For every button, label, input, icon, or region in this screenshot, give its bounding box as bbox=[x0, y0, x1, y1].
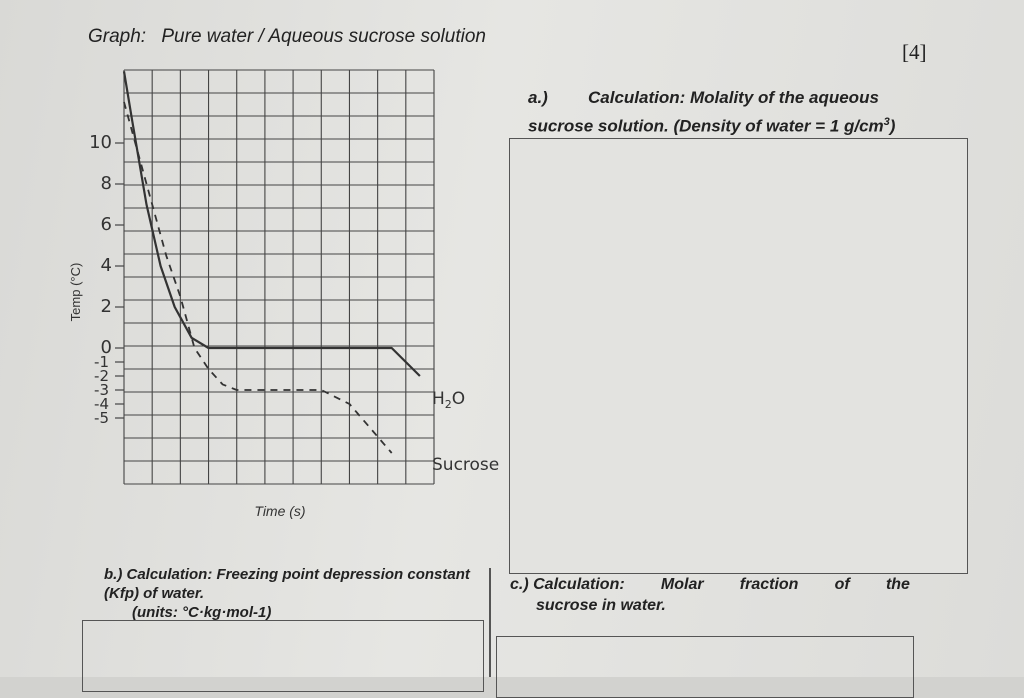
question-a-line2: sucrose solution. (Density of water = 1 … bbox=[528, 116, 884, 136]
question-c-word: Molar bbox=[660, 576, 704, 593]
series-label-sucrose: Sucrose bbox=[432, 455, 499, 475]
graph-title-text: Pure water / Aqueous sucrose solution bbox=[161, 26, 486, 47]
question-c-word: fraction bbox=[739, 576, 799, 593]
y-tick-label: 8 bbox=[101, 173, 112, 194]
question-b-line2: (Kfp) of water. bbox=[104, 585, 204, 602]
cooling-curve-chart: 10 8 6 4 2 0-1-2-3-4-5 Temp (°C) Time (s) H2O… bbox=[68, 69, 499, 519]
question-c-word: of bbox=[834, 576, 850, 593]
question-a: a.) Calculation: Molality of the aqueous … bbox=[528, 86, 948, 139]
answer-box-a[interactable] bbox=[509, 138, 968, 574]
graph-title: Graph: Pure water / Aqueous sucrose solu… bbox=[88, 26, 486, 48]
y-tick-label: -3 bbox=[94, 381, 109, 399]
series-label-h2o: H2O bbox=[432, 389, 465, 411]
graph-label: Graph: bbox=[88, 26, 147, 47]
question-c: c.) Calculation: Molar fraction of the s… bbox=[510, 574, 910, 616]
y-tick-label: -5 bbox=[94, 409, 109, 427]
question-a-close: ) bbox=[889, 116, 896, 136]
y-axis-ticks: 10 8 6 4 2 0-1-2-3-4-5 bbox=[89, 132, 124, 427]
y-tick-label: -4 bbox=[94, 395, 109, 413]
question-b: b.) Calculation: Freezing point depressi… bbox=[104, 565, 484, 622]
chart-series bbox=[122, 71, 421, 454]
y-tick-label: -1 bbox=[94, 353, 109, 371]
question-c-line2: sucrose in water. bbox=[536, 597, 666, 614]
y-tick-label: 10 bbox=[89, 132, 112, 153]
question-a-title: Calculation: Molality of the aqueous bbox=[588, 88, 879, 107]
question-c-word: the bbox=[885, 576, 910, 593]
column-divider bbox=[489, 568, 491, 677]
chart-grid bbox=[123, 69, 435, 485]
x-axis-label: Time (s) bbox=[254, 503, 305, 519]
question-b-line1: b.) Calculation: Freezing point depressi… bbox=[104, 566, 470, 583]
question-a-superscript: 3 bbox=[883, 116, 890, 128]
series-line-h2o bbox=[122, 71, 421, 377]
series-line-sucrose bbox=[123, 101, 393, 454]
question-b-units: (units: °C·kg·mol-1) bbox=[132, 604, 272, 621]
question-a-number: a.) bbox=[528, 88, 548, 107]
y-tick-label: 2 bbox=[101, 296, 112, 317]
y-tick-label: -2 bbox=[94, 367, 109, 385]
y-axis-label: Temp (°C) bbox=[68, 263, 83, 322]
y-tick-label: 0 bbox=[101, 337, 112, 358]
marks-indicator: [4] bbox=[902, 40, 927, 64]
y-tick-label: 4 bbox=[101, 255, 112, 276]
question-c-label: c.) Calculation: bbox=[510, 576, 625, 593]
y-tick-label: 6 bbox=[101, 214, 112, 235]
